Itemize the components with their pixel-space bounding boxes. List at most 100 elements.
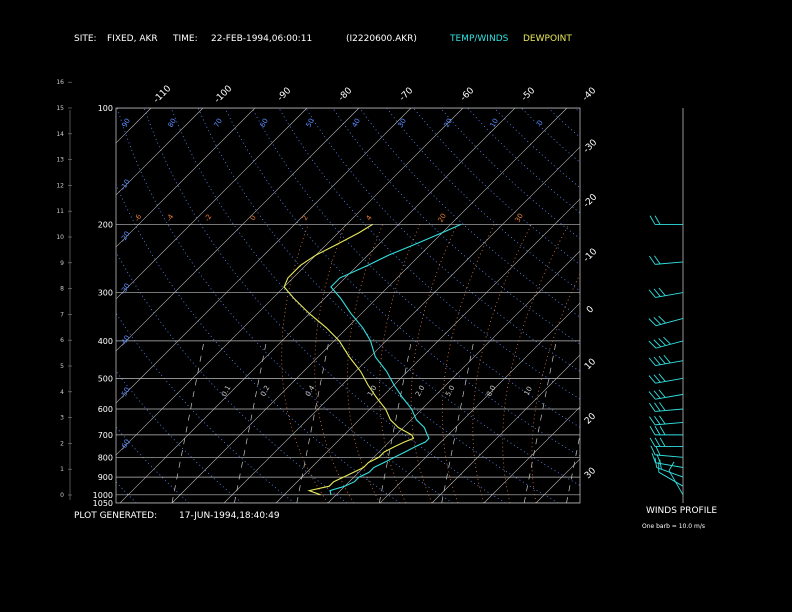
pressure-label: 900 (98, 473, 113, 482)
isotherm-top-label: -50 (520, 86, 538, 104)
mixing-ratio-line (296, 340, 330, 503)
dry-adiabat (521, 108, 580, 163)
isotherm-right-label: 0 (585, 304, 596, 315)
wind-barb-flag (658, 287, 666, 296)
pressure-label: 200 (98, 220, 113, 229)
moist-adiabat (531, 272, 580, 503)
dry-adiabat-label: 10 (489, 117, 500, 129)
pressure-label: 1000 (93, 491, 113, 500)
wind-barb-flag (648, 318, 657, 327)
moist-adiabat-label: 2 (301, 214, 310, 222)
dry-adiabat (278, 108, 580, 400)
dry-adiabat-label: 30 (397, 117, 408, 129)
dry-adiabat (0, 108, 84, 503)
wind-barb-flag (649, 402, 656, 412)
mixing-ratio-line (378, 340, 412, 503)
plot-frame (115, 107, 581, 504)
wind-barb-flag (654, 402, 661, 412)
wind-barb-flag (649, 426, 656, 436)
height-tick-label: 12 (56, 182, 64, 189)
isotherm-line (116, 108, 464, 456)
isotherm-top-label: -90 (276, 86, 294, 104)
generated-label: PLOT GENERATED: (74, 511, 158, 521)
height-tick-label: 8 (60, 286, 64, 293)
wind-barb-flag (648, 391, 656, 400)
wind-barb-flag (658, 373, 666, 382)
dry-adiabat-label: -20 (119, 230, 132, 244)
isotherm-right-label: -10 (582, 247, 600, 265)
wind-barb-shaft (668, 470, 684, 496)
wind-barb-flag (649, 416, 656, 426)
moist-adiabat-label: 20 (437, 212, 448, 224)
moist-adiabat (347, 224, 384, 503)
height-tick-label: 14 (56, 131, 64, 138)
pressure-label: 700 (98, 431, 113, 440)
generated-value: 17-JUN-1994,18:40:49 (179, 511, 280, 521)
isotherm-right-label: -30 (582, 138, 600, 156)
wind-barb-flag (658, 315, 667, 324)
isotherm-line (588, 108, 792, 503)
isotherm-right-label: -20 (582, 192, 600, 210)
dewpoint-profile (283, 223, 415, 496)
dry-adiabat (116, 426, 190, 503)
dry-adiabat-label: 0 (536, 119, 545, 127)
isotherm-line (116, 108, 204, 196)
dry-adiabat (224, 108, 580, 457)
barb-note: One barb = 10.0 m/s (642, 523, 705, 530)
isotherm-line (483, 406, 580, 503)
isotherm-right-label: 10 (583, 357, 598, 372)
wind-barb-flag (656, 453, 661, 464)
isotherm-line (0, 108, 47, 503)
dry-adiabat-label: 40 (351, 117, 362, 129)
wind-barb-flag (663, 336, 671, 345)
dry-adiabat-label: -10 (119, 178, 132, 192)
height-tick-label: 10 (56, 234, 64, 241)
dry-adiabat (116, 183, 401, 503)
moist-adiabat (281, 224, 329, 503)
wind-barb-flag (649, 437, 656, 447)
pressure-label: 400 (98, 337, 113, 346)
wind-barb-flag (668, 461, 675, 471)
wind-barb-shaft (655, 462, 684, 468)
height-tick-label: 9 (60, 260, 64, 267)
moist-adiabat-label: 30 (514, 212, 525, 224)
plot-area (0, 108, 792, 503)
wind-barb-flag (648, 289, 656, 298)
site-label: SITE: (74, 34, 97, 44)
wind-barb-flag (648, 375, 656, 384)
wind-barb-flag (659, 426, 666, 436)
dry-adiabat (305, 108, 580, 372)
time-value: 22-FEB-1994,06:00:11 (211, 34, 313, 44)
isotherm-right-label: 30 (583, 466, 598, 481)
mixing-ratio-line (523, 340, 557, 503)
wind-barb-shaft (655, 340, 684, 349)
wind-barb-flag (653, 374, 661, 383)
dry-adiabat-label: 20 (443, 117, 454, 129)
wind-barb-flag (651, 453, 656, 463)
dry-adiabat (574, 108, 580, 113)
height-tick-label: 0 (60, 492, 64, 499)
dry-adiabat (170, 108, 559, 503)
isotherm-line (327, 250, 580, 503)
wind-barb-flag (650, 445, 656, 456)
isotherm-line (116, 108, 256, 248)
mixing-ratio-line (566, 433, 580, 503)
isotherm-top-label: -100 (213, 84, 235, 106)
isotherm-line (171, 108, 568, 503)
dry-adiabat-label: -40 (119, 334, 132, 348)
isotherm-top-label: -40 (581, 86, 599, 104)
dry-adiabat (116, 312, 295, 503)
wind-barb-flag (654, 255, 661, 265)
wind-barb-flag (649, 255, 656, 265)
wind-barb-flag (648, 340, 657, 349)
wind-barb-flag (653, 288, 661, 297)
pressure-label: 1050 (93, 499, 113, 508)
height-tick-label: 1 (60, 466, 64, 473)
site-value: FIXED, AKR (107, 34, 158, 44)
wind-barb-flag (653, 390, 661, 399)
legend-temp: TEMP/WINDS (450, 34, 509, 44)
wind-barb-flag (653, 339, 662, 348)
isotherm-line (116, 108, 360, 352)
mixing-ratio-label: 8.0 (485, 384, 497, 398)
isotherm-top-label: -110 (152, 84, 174, 106)
